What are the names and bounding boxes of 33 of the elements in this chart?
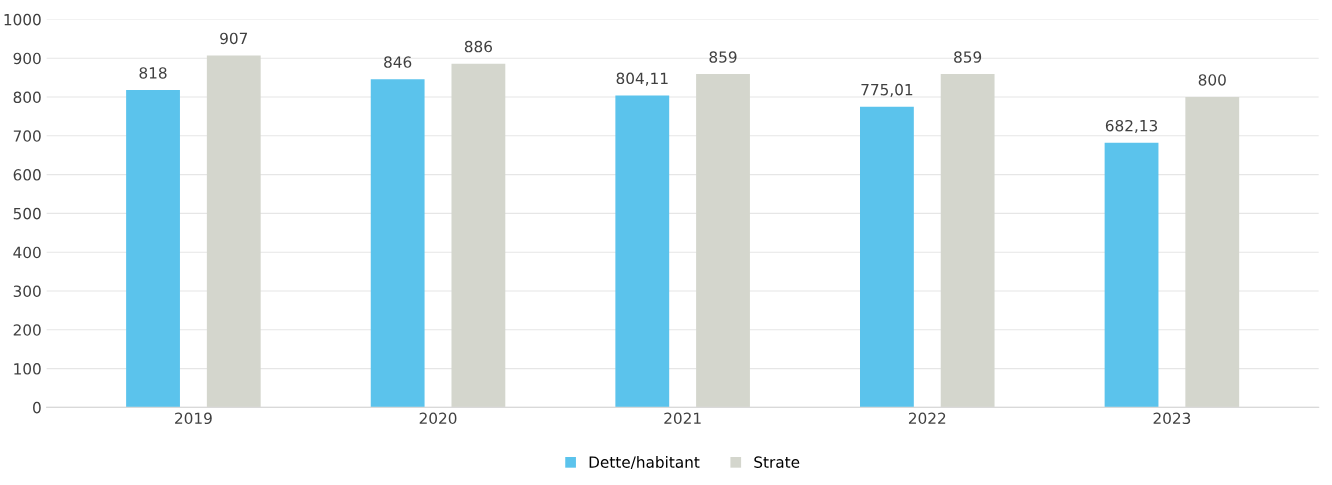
y-tick-label: 100 bbox=[14, 363, 41, 375]
data-label: 818 bbox=[139, 67, 167, 79]
data-label: 800 bbox=[1198, 74, 1226, 86]
data-label: 846 bbox=[384, 56, 412, 68]
bar bbox=[370, 79, 425, 408]
x-tick-label: 2019 bbox=[175, 412, 212, 425]
bar bbox=[860, 106, 914, 408]
legend-label: Dette/habitant bbox=[589, 456, 700, 470]
x-tick-label: 2023 bbox=[1153, 412, 1191, 425]
data-label: 907 bbox=[220, 32, 248, 45]
y-tick-label: 700 bbox=[13, 130, 41, 142]
y-tick-label: 400 bbox=[13, 246, 41, 259]
bar bbox=[1104, 142, 1159, 408]
y-tick-label: 200 bbox=[13, 324, 41, 336]
data-label: 886 bbox=[464, 40, 492, 53]
x-tick-label: 2021 bbox=[664, 412, 701, 425]
x-tick-label: 2020 bbox=[419, 412, 457, 425]
data-label: 859 bbox=[709, 51, 737, 63]
bar bbox=[126, 90, 180, 408]
data-label: 682,13 bbox=[1105, 119, 1158, 133]
x-tick-label: 2022 bbox=[908, 412, 946, 425]
y-tick-label: 500 bbox=[13, 207, 41, 220]
data-label: 775,01 bbox=[861, 83, 913, 97]
y-tick-label: 300 bbox=[13, 285, 41, 298]
y-tick-label: 0 bbox=[33, 401, 41, 414]
y-tick-label: 1000 bbox=[4, 13, 41, 26]
y-tick-label: 900 bbox=[13, 52, 41, 65]
y-tick-label: 800 bbox=[13, 91, 41, 104]
legend-label: Strate bbox=[754, 456, 800, 468]
y-tick-label: 600 bbox=[13, 169, 41, 181]
data-label: 804,11 bbox=[616, 72, 668, 86]
bar bbox=[615, 95, 670, 408]
data-label: 859 bbox=[954, 51, 982, 63]
